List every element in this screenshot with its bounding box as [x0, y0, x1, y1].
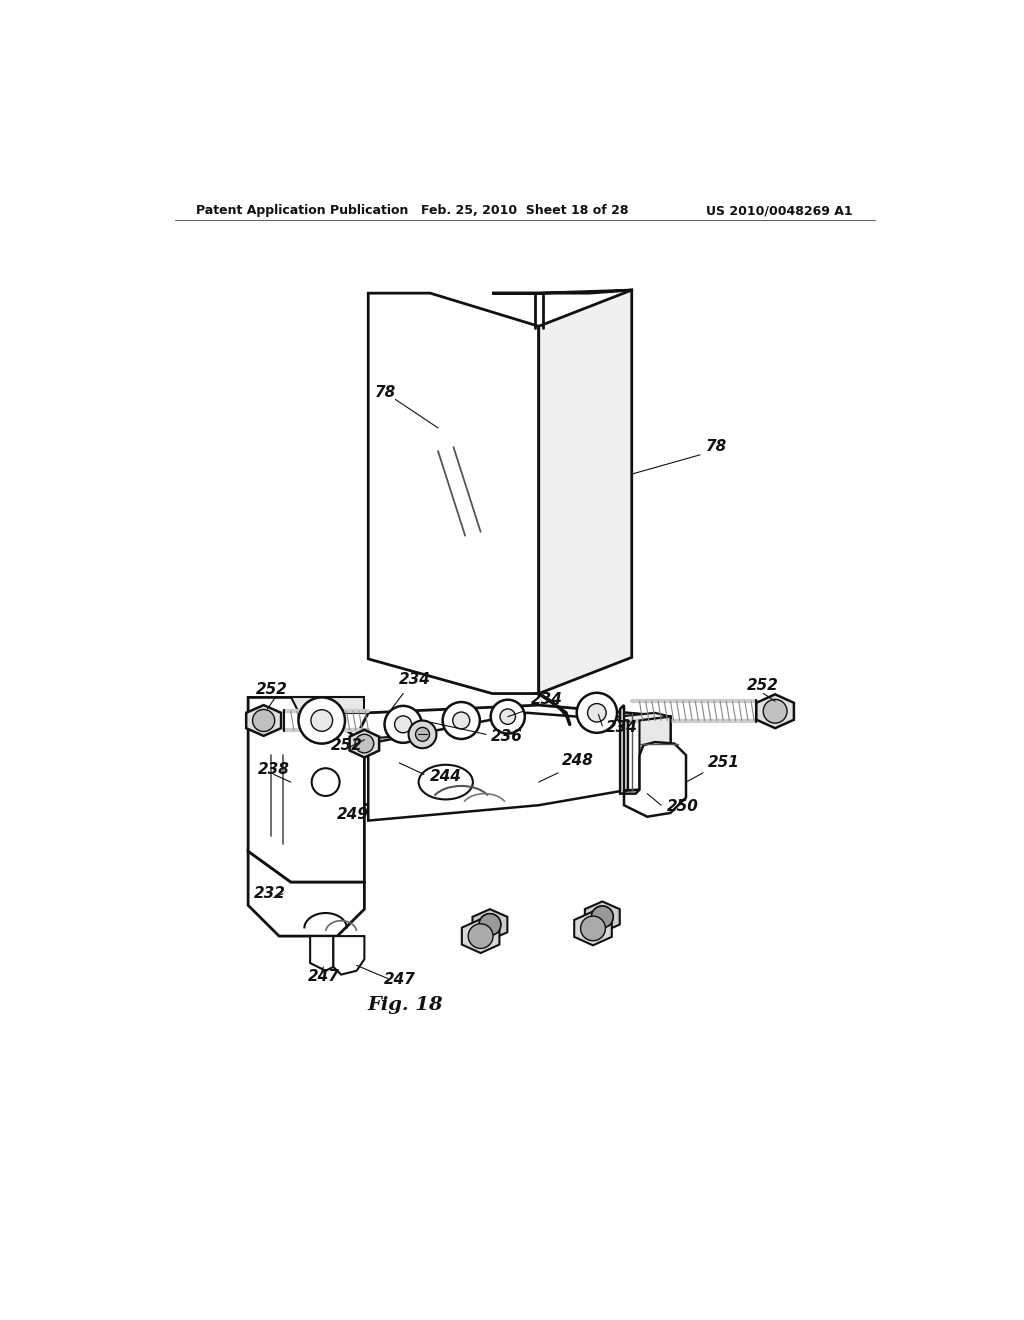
- Text: 244: 244: [430, 768, 462, 784]
- Text: 248: 248: [562, 754, 594, 768]
- Text: 247: 247: [384, 972, 416, 987]
- Circle shape: [355, 734, 374, 752]
- Circle shape: [577, 693, 617, 733]
- Polygon shape: [539, 290, 632, 693]
- Circle shape: [468, 924, 493, 949]
- Text: 232: 232: [254, 886, 286, 900]
- Text: 234: 234: [399, 672, 431, 688]
- Circle shape: [416, 727, 429, 742]
- Polygon shape: [310, 936, 334, 970]
- Polygon shape: [621, 705, 686, 817]
- Circle shape: [581, 916, 605, 941]
- Circle shape: [253, 709, 274, 731]
- Text: 78: 78: [375, 385, 395, 400]
- Text: 238: 238: [258, 763, 290, 777]
- Polygon shape: [462, 919, 500, 953]
- Polygon shape: [757, 694, 794, 729]
- Circle shape: [394, 715, 412, 733]
- Text: Fig. 18: Fig. 18: [368, 997, 443, 1014]
- Text: 251: 251: [708, 755, 739, 770]
- Text: 249: 249: [337, 807, 369, 822]
- Circle shape: [588, 704, 606, 722]
- Circle shape: [763, 700, 787, 723]
- Polygon shape: [349, 730, 379, 758]
- Circle shape: [479, 913, 501, 936]
- Circle shape: [592, 906, 613, 928]
- Circle shape: [469, 924, 493, 948]
- Polygon shape: [352, 705, 671, 805]
- Circle shape: [581, 916, 605, 940]
- Polygon shape: [369, 293, 539, 693]
- Text: US 2010/0048269 A1: US 2010/0048269 A1: [706, 205, 853, 218]
- Circle shape: [299, 697, 345, 743]
- Text: 247: 247: [308, 969, 340, 983]
- Polygon shape: [585, 902, 620, 932]
- Circle shape: [479, 913, 501, 936]
- Text: 234: 234: [531, 692, 563, 706]
- Text: 234: 234: [606, 719, 638, 735]
- Polygon shape: [574, 911, 611, 945]
- Text: 252: 252: [746, 677, 778, 693]
- Text: 236: 236: [490, 729, 522, 744]
- Circle shape: [311, 710, 333, 731]
- Circle shape: [442, 702, 480, 739]
- Polygon shape: [291, 697, 365, 713]
- Circle shape: [385, 706, 422, 743]
- Polygon shape: [246, 705, 281, 737]
- Circle shape: [490, 700, 524, 734]
- Text: Feb. 25, 2010  Sheet 18 of 28: Feb. 25, 2010 Sheet 18 of 28: [421, 205, 629, 218]
- Polygon shape: [472, 909, 507, 940]
- Polygon shape: [352, 713, 671, 743]
- Polygon shape: [334, 936, 365, 974]
- Polygon shape: [248, 851, 365, 936]
- Polygon shape: [640, 717, 671, 789]
- Circle shape: [500, 709, 515, 725]
- Circle shape: [453, 711, 470, 729]
- Text: Patent Application Publication: Patent Application Publication: [197, 205, 409, 218]
- Text: 78: 78: [706, 440, 727, 454]
- Circle shape: [409, 721, 436, 748]
- Circle shape: [591, 906, 613, 928]
- Text: 252: 252: [331, 738, 362, 752]
- Polygon shape: [493, 290, 632, 293]
- Text: 252: 252: [256, 681, 288, 697]
- Polygon shape: [248, 697, 365, 882]
- Circle shape: [311, 768, 340, 796]
- Text: 250: 250: [667, 800, 698, 814]
- Polygon shape: [369, 713, 628, 821]
